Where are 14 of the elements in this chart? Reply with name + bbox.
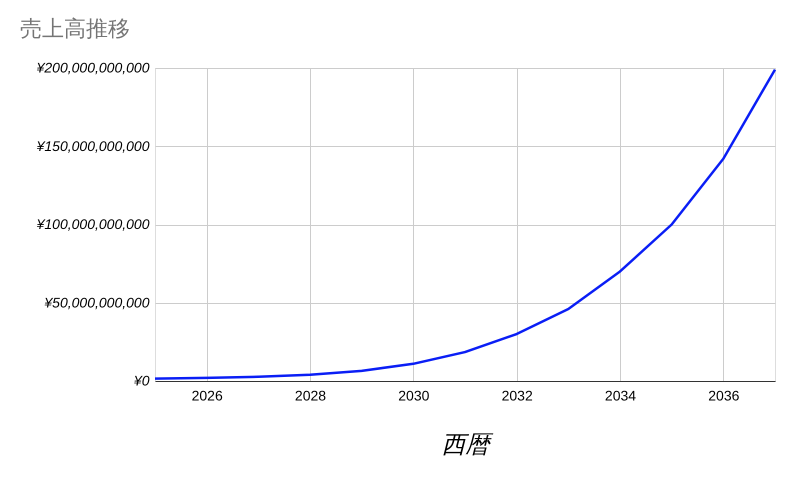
y-tick-label: ¥150,000,000,000 — [36, 138, 150, 154]
x-tick-label: 2034 — [604, 388, 636, 404]
y-tick-label: ¥200,000,000,000 — [36, 60, 150, 76]
x-tick-label: 2026 — [192, 388, 223, 404]
y-tick-label: ¥100,000,000,000 — [36, 216, 150, 232]
x-tick-label: 2032 — [502, 388, 533, 404]
x-tick-label: 2028 — [294, 388, 326, 404]
line-series — [154, 68, 776, 380]
y-tick-label: ¥0 — [134, 372, 150, 388]
chart-title: 売上高推移 — [20, 16, 130, 41]
y-tick-label: ¥50,000,000,000 — [44, 294, 150, 310]
x-axis-title: 西暦 — [442, 432, 494, 458]
x-tick-label: 2030 — [398, 388, 430, 404]
x-tick-label: 2036 — [708, 388, 740, 404]
